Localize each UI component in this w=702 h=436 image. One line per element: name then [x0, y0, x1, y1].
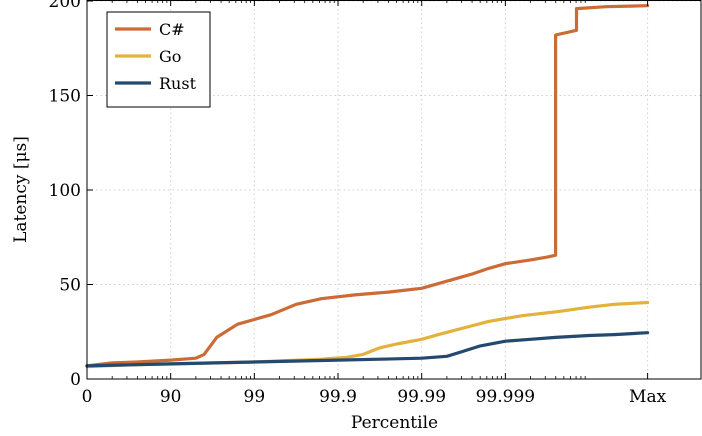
x-tick-label: 99.99 — [397, 387, 446, 407]
y-tick-label: 50 — [59, 276, 81, 296]
x-axis-title: Percentile — [351, 413, 438, 433]
axis-ticks — [86, 0, 649, 380]
x-tick-label: 99.999 — [476, 387, 535, 407]
series-lines — [85, 4, 650, 369]
series-line-go — [85, 300, 650, 369]
tick-labels: 0 50 100 150 200 0 90 99 99.9 99.99 99.999 Max — [49, 0, 667, 407]
legend-label: Go — [159, 47, 181, 66]
legend: C# Go Rust — [106, 11, 211, 108]
x-tick-label: 90 — [160, 387, 182, 407]
y-tick-label: 200 — [49, 0, 81, 12]
series-line-rust — [85, 331, 650, 368]
y-tick-label: 150 — [49, 87, 81, 107]
x-tick-label: 0 — [82, 387, 93, 407]
legend-label: Rust — [159, 74, 197, 93]
y-axis-title: Latency [μs] — [11, 136, 31, 243]
x-tick-label: 99.9 — [319, 387, 357, 407]
y-tick-label: 100 — [49, 181, 81, 201]
y-tick-label: 0 — [70, 370, 81, 390]
legend-label: C# — [159, 20, 185, 39]
x-tick-label: Max — [629, 387, 667, 407]
series-line-c- — [85, 4, 650, 368]
x-tick-label: 99 — [244, 387, 266, 407]
